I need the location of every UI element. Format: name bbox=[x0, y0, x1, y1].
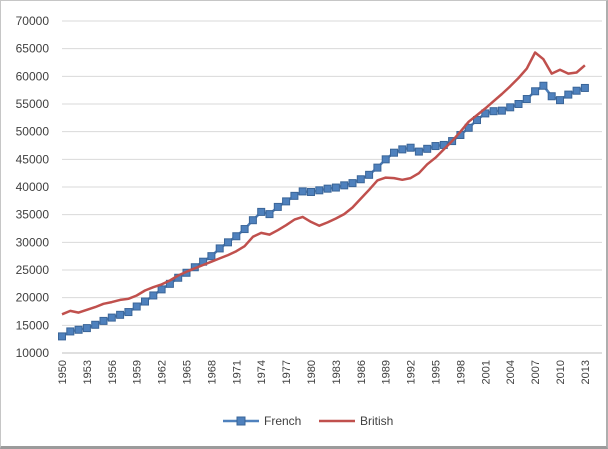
french-marker bbox=[157, 285, 166, 294]
french-marker bbox=[58, 332, 66, 341]
french-marker bbox=[215, 244, 224, 253]
french-marker bbox=[257, 207, 266, 216]
y-tick-label: 15000 bbox=[16, 318, 50, 332]
y-tick-label: 60000 bbox=[16, 69, 50, 83]
y-tick-label: 30000 bbox=[16, 235, 50, 249]
french-marker bbox=[224, 238, 232, 247]
french-marker bbox=[207, 252, 216, 261]
french-marker bbox=[74, 325, 83, 334]
y-tick-label: 25000 bbox=[16, 263, 50, 277]
french-line bbox=[61, 84, 586, 338]
french-marker bbox=[531, 87, 540, 96]
french-marker bbox=[107, 313, 116, 322]
french-marker bbox=[572, 86, 581, 95]
x-tick-label: 1950 bbox=[57, 360, 69, 384]
x-tick-label: 2013 bbox=[580, 360, 592, 384]
french-marker bbox=[373, 163, 382, 172]
french-marker bbox=[506, 103, 515, 112]
french-marker bbox=[66, 327, 75, 336]
x-tick-label: 1956 bbox=[107, 360, 119, 384]
french-marker bbox=[414, 147, 423, 156]
french-marker bbox=[315, 186, 324, 195]
french-marker bbox=[282, 197, 291, 206]
french-marker bbox=[348, 179, 357, 188]
french-marker bbox=[556, 96, 564, 105]
french-marker bbox=[82, 324, 91, 333]
french-marker bbox=[248, 216, 257, 225]
french-marker bbox=[323, 184, 332, 193]
french-marker bbox=[539, 81, 548, 90]
x-tick-label: 1974 bbox=[256, 360, 268, 384]
legend-french-label: French bbox=[264, 414, 301, 428]
french-marker bbox=[340, 181, 349, 190]
french-marker bbox=[522, 95, 531, 104]
y-tick-label: 45000 bbox=[16, 152, 50, 166]
y-tick-label: 65000 bbox=[16, 42, 50, 56]
x-tick-label: 2010 bbox=[555, 360, 567, 384]
legend-french-marker-swatch bbox=[236, 416, 246, 426]
x-tick-label: 1998 bbox=[455, 360, 467, 384]
y-tick-label: 50000 bbox=[16, 125, 50, 139]
french-marker bbox=[356, 175, 365, 184]
x-tick-label: 1989 bbox=[381, 360, 393, 384]
french-marker bbox=[132, 302, 141, 311]
french-marker bbox=[149, 291, 158, 300]
french-marker bbox=[141, 297, 149, 306]
legend-british-label: British bbox=[360, 414, 393, 428]
french-marker bbox=[564, 90, 573, 99]
x-tick-label: 1971 bbox=[231, 360, 243, 384]
x-tick-label: 1977 bbox=[281, 360, 293, 384]
british-line bbox=[61, 51, 586, 316]
french-marker bbox=[431, 142, 440, 151]
french-marker bbox=[99, 316, 108, 325]
y-tick-label: 40000 bbox=[16, 180, 50, 194]
french-marker bbox=[307, 187, 315, 196]
french-marker bbox=[240, 225, 249, 234]
x-tick-label: 1986 bbox=[356, 360, 368, 384]
french-marker bbox=[497, 106, 506, 115]
x-tick-label: 1962 bbox=[157, 360, 169, 384]
french-marker bbox=[116, 310, 125, 319]
french-marker bbox=[489, 107, 498, 116]
x-tick-label: 1965 bbox=[182, 360, 194, 384]
y-tick-label: 55000 bbox=[16, 97, 50, 111]
y-tick-label: 35000 bbox=[16, 208, 50, 222]
french-marker bbox=[406, 143, 415, 152]
x-tick-label: 1953 bbox=[82, 360, 94, 384]
x-tick-label: 2001 bbox=[480, 360, 492, 384]
y-tick-label: 70000 bbox=[16, 14, 50, 28]
french-marker bbox=[273, 202, 282, 211]
french-marker bbox=[390, 148, 398, 157]
x-tick-label: 1968 bbox=[206, 360, 218, 384]
y-tick-label: 10000 bbox=[16, 346, 50, 360]
x-tick-label: 1983 bbox=[331, 360, 343, 384]
french-marker bbox=[381, 155, 390, 164]
x-tick-label: 1992 bbox=[406, 360, 418, 384]
french-marker bbox=[365, 170, 374, 179]
french-marker bbox=[232, 232, 241, 241]
french-marker bbox=[124, 308, 133, 317]
french-marker bbox=[547, 92, 556, 101]
french-marker bbox=[331, 183, 340, 192]
x-tick-label: 2004 bbox=[505, 360, 517, 384]
x-tick-label: 1959 bbox=[132, 360, 144, 384]
french-marker bbox=[265, 210, 274, 219]
french-marker bbox=[423, 144, 432, 153]
x-tick-label: 1980 bbox=[306, 360, 318, 384]
french-marker bbox=[298, 187, 307, 196]
french-marker bbox=[91, 320, 100, 329]
y-tick-label: 20000 bbox=[16, 291, 50, 305]
french-marker bbox=[290, 191, 299, 200]
french-marker bbox=[398, 145, 407, 154]
x-tick-label: 2007 bbox=[530, 360, 542, 384]
french-marker bbox=[580, 83, 589, 92]
x-tick-label: 1995 bbox=[431, 360, 443, 384]
french-marker bbox=[514, 100, 523, 108]
